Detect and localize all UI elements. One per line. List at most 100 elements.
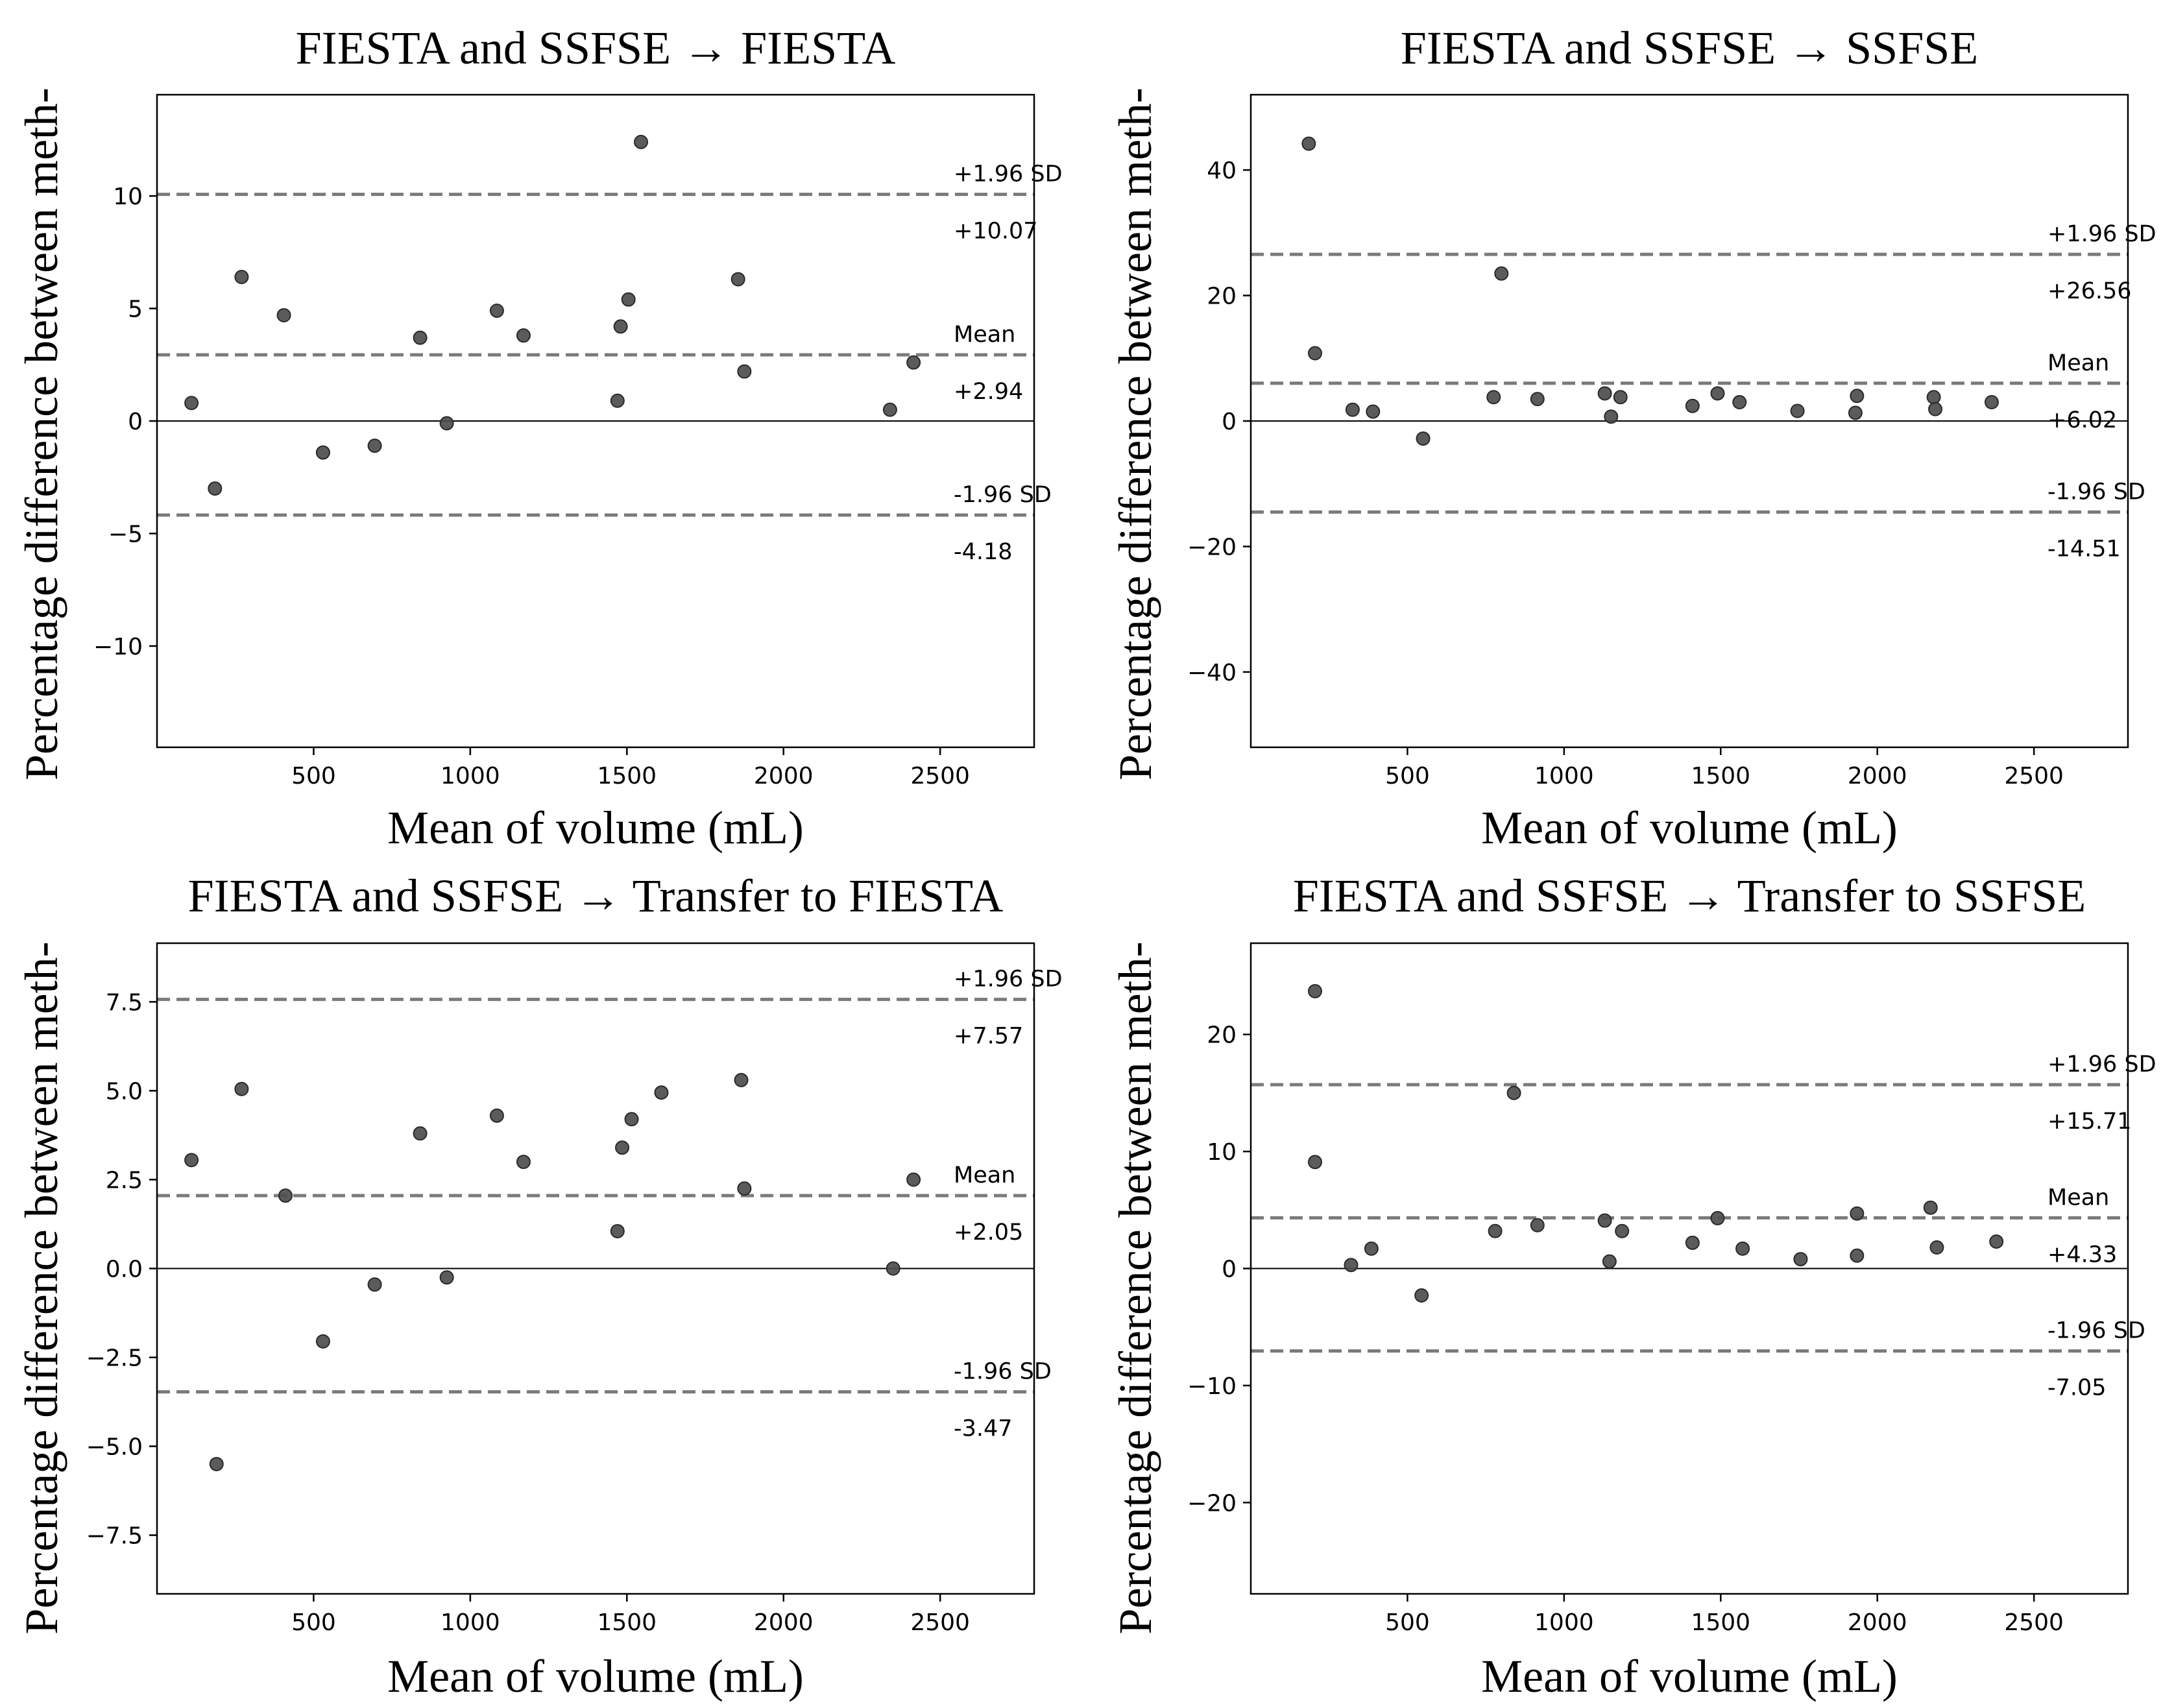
data-point — [1926, 390, 1941, 405]
data-point — [1923, 1200, 1938, 1215]
data-point — [1685, 1235, 1700, 1250]
x-tick-label: 1000 — [441, 1609, 500, 1636]
y-tick-label: 10 — [113, 184, 143, 210]
x-tick-label: 1000 — [1534, 1609, 1594, 1636]
x-tick-label: 1000 — [441, 763, 500, 789]
reference-label: +1.96 SD — [2047, 221, 2156, 247]
y-tick-label: −20 — [1187, 1490, 1237, 1517]
y-tick-label: 0 — [128, 409, 143, 435]
data-point — [1793, 1252, 1808, 1267]
x-tick-label: 1500 — [597, 1609, 657, 1636]
reference-label: Mean — [2047, 1185, 2109, 1210]
reference-value: -3.47 — [954, 1416, 1013, 1442]
y-axis-label: Percentage difference between meth- — [1109, 941, 1161, 1634]
data-point — [1345, 402, 1360, 417]
y-tick-label: −40 — [1187, 660, 1237, 686]
reference-value: +2.05 — [954, 1220, 1023, 1245]
data-point — [1710, 1210, 1725, 1225]
reference-value: -7.05 — [2047, 1375, 2107, 1401]
y-axis-label: Percentage difference between meth- — [16, 941, 67, 1634]
x-axis-label: Mean of volume (mL) — [1481, 1650, 1898, 1702]
data-point — [1685, 398, 1700, 413]
y-tick-label: −5 — [108, 521, 143, 547]
data-point — [1530, 1218, 1545, 1233]
x-axis-label: Mean of volume (mL) — [387, 802, 804, 854]
y-tick-label: −10 — [1187, 1373, 1237, 1400]
data-point — [209, 1456, 224, 1471]
data-point — [737, 1181, 752, 1196]
data-point — [1307, 346, 1322, 361]
reference-value: +7.57 — [954, 1024, 1023, 1050]
data-point — [234, 269, 249, 284]
reference-label: -1.96 SD — [954, 482, 1052, 508]
data-point — [208, 481, 223, 496]
data-point — [1597, 1213, 1612, 1228]
data-point — [906, 355, 921, 370]
data-point — [439, 1270, 454, 1285]
data-point — [1416, 431, 1431, 446]
data-point — [1613, 390, 1628, 405]
y-tick-label: −20 — [1187, 534, 1237, 560]
y-tick-label: 40 — [1207, 158, 1237, 184]
x-tick-label: 2500 — [910, 1609, 970, 1636]
data-point — [413, 330, 428, 345]
data-point — [234, 1081, 249, 1096]
data-point — [610, 1223, 625, 1238]
data-point — [1735, 1241, 1750, 1256]
reference-value: +10.07 — [954, 219, 1038, 245]
data-point — [1414, 1288, 1429, 1303]
x-tick-label: 500 — [291, 763, 336, 789]
y-tick-label: 2.5 — [106, 1167, 143, 1194]
data-point — [1850, 389, 1865, 403]
x-tick-label: 500 — [291, 1609, 336, 1636]
data-point — [489, 1108, 504, 1123]
reference-value: +4.33 — [2047, 1242, 2117, 1268]
y-tick-label: 20 — [1207, 283, 1237, 310]
y-tick-label: −5.0 — [86, 1434, 143, 1461]
data-point — [1366, 404, 1381, 419]
x-tick-label: 2500 — [2004, 1609, 2064, 1636]
data-point — [613, 319, 628, 334]
reference-value: +15.71 — [2047, 1109, 2132, 1135]
reference-label: Mean — [954, 322, 1015, 348]
data-point — [1597, 386, 1612, 401]
x-tick-label: 2000 — [1848, 763, 1907, 789]
data-point — [1850, 1248, 1865, 1263]
y-axis-label: Percentage difference between meth- — [1109, 88, 1161, 780]
chart-panel-4: FIESTA and SSFSE → Transfer to SSFSE +1.9… — [1109, 870, 2156, 1702]
y-tick-label: 20 — [1207, 1022, 1237, 1049]
reference-label: -1.96 SD — [2047, 479, 2145, 505]
data-point — [1307, 1155, 1322, 1170]
x-tick-label: 2000 — [754, 763, 814, 789]
data-point — [621, 292, 636, 307]
x-tick-label: 2000 — [754, 1609, 814, 1636]
data-point — [184, 396, 199, 411]
data-point — [1928, 402, 1943, 416]
chart-title: FIESTA and SSFSE → FIESTA — [296, 22, 896, 74]
reference-value: +26.56 — [2047, 278, 2132, 304]
y-tick-label: −7.5 — [86, 1523, 143, 1550]
reference-label: +1.96 SD — [954, 967, 1063, 992]
data-point — [1301, 136, 1316, 151]
data-point — [315, 1334, 330, 1349]
data-point — [1602, 1254, 1617, 1269]
data-point — [439, 416, 454, 431]
data-point — [737, 364, 752, 379]
data-point — [1364, 1241, 1379, 1256]
data-point — [1710, 386, 1725, 401]
x-tick-label: 1500 — [1691, 1609, 1750, 1636]
reference-label: -1.96 SD — [954, 1359, 1052, 1385]
reference-label: +1.96 SD — [2047, 1052, 2156, 1077]
data-point — [516, 328, 531, 343]
reference-value: -14.51 — [2047, 536, 2121, 562]
chart-title: FIESTA and SSFSE → Transfer to FIESTA — [188, 870, 1004, 922]
y-tick-label: 5.0 — [106, 1078, 143, 1105]
x-tick-label: 1500 — [597, 763, 657, 789]
chart-panel-1: FIESTA and SSFSE → FIESTA +1.96 SD +10.07 M… — [16, 22, 1063, 854]
data-point — [1989, 1234, 2004, 1249]
data-point — [276, 307, 291, 322]
chart-title: FIESTA and SSFSE → SSFSE — [1401, 22, 1979, 74]
data-point — [413, 1126, 428, 1141]
data-point — [184, 1153, 199, 1168]
